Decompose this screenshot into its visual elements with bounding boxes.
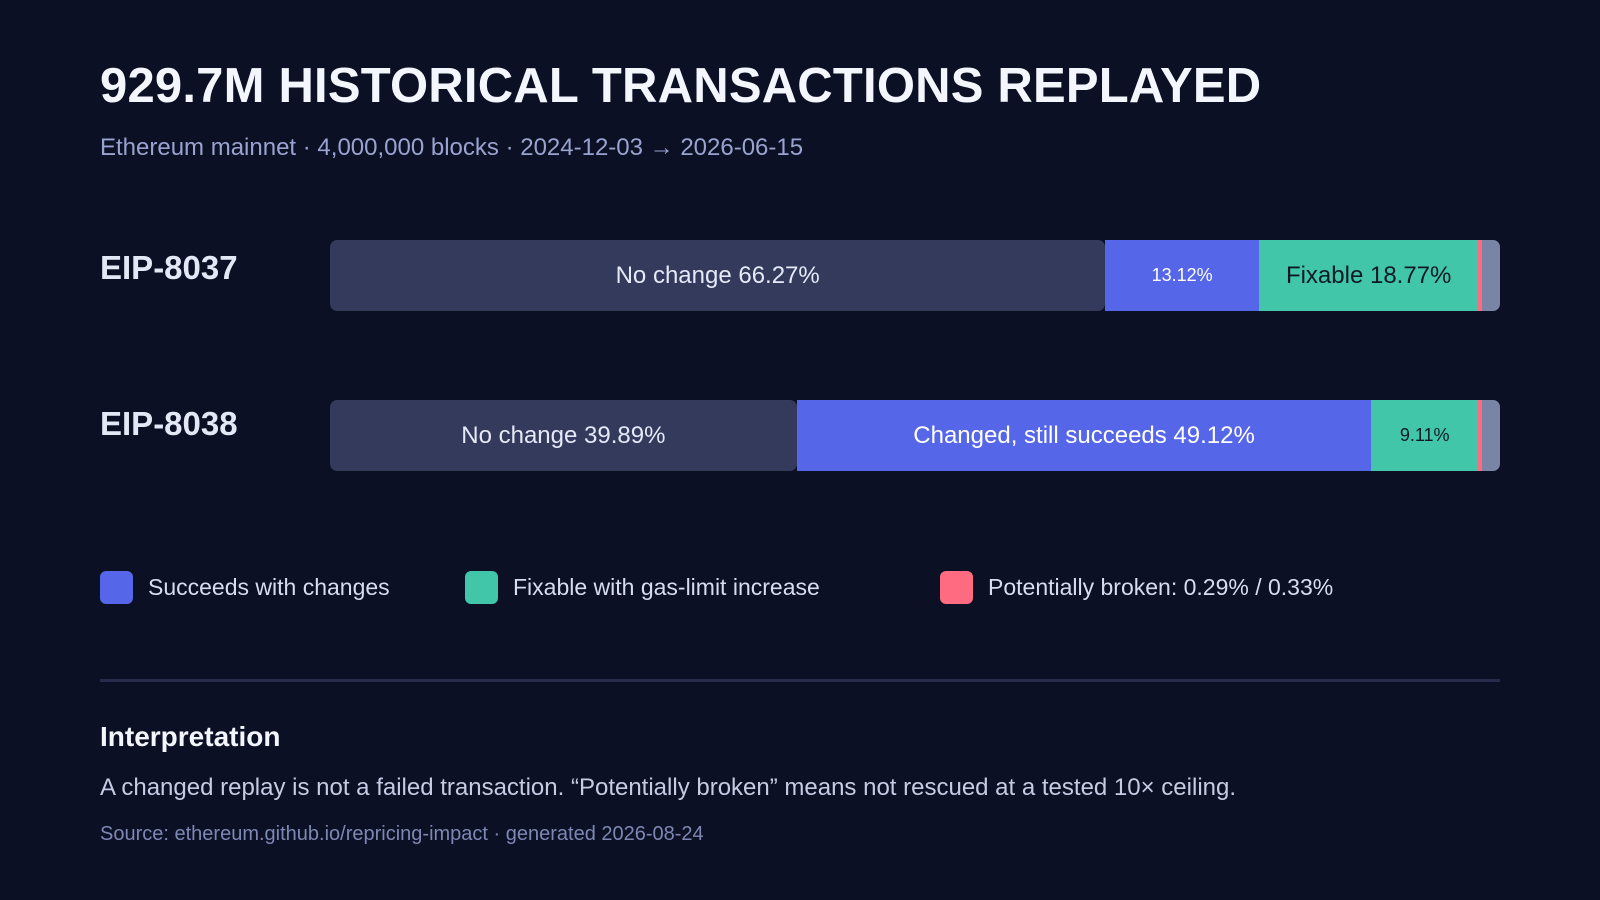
- legend-swatch-fixable: [465, 570, 498, 604]
- legend-item-succeeds: Succeeds with changes: [100, 570, 390, 604]
- bar-eip-8037: No change 66.27% 13.12% Fixable 18.77%: [330, 240, 1500, 311]
- bar-segment-label: No change 39.89%: [461, 421, 666, 449]
- bar-segment-potentially-broken-eip-8038: [1478, 400, 1482, 471]
- bar-segment-fixable-eip-8038: 9.11%: [1371, 400, 1478, 471]
- legend-swatch-succeeds: [100, 570, 133, 604]
- legend-item-fixable: Fixable with gas-limit increase: [465, 570, 820, 604]
- legend-label-broken: Potentially broken: 0.29% / 0.33%: [988, 573, 1334, 600]
- bar-segment-label: No change 66.27%: [615, 261, 820, 289]
- bar-segment-remainder-eip-8037: [1481, 240, 1500, 311]
- bar-segment-label: 13.12%: [1151, 265, 1213, 285]
- bar-segment-succeeds-with-changes-eip-8037: 13.12%: [1105, 240, 1259, 311]
- bar-segment-label: 9.11%: [1399, 425, 1450, 445]
- bar-segment-potentially-broken-eip-8037: [1478, 240, 1482, 311]
- row-label-eip-8038: EIP-8038: [100, 405, 238, 442]
- interpretation-heading: Interpretation: [100, 721, 281, 752]
- bar-segment-remainder-eip-8038: [1481, 400, 1500, 471]
- source-note: Source: ethereum.github.io/repricing-imp…: [100, 823, 704, 845]
- bar-eip-8038: No change 39.89% Changed, still succeeds …: [330, 400, 1500, 471]
- legend-label-fixable: Fixable with gas-limit increase: [513, 573, 820, 600]
- legend-swatch-broken: [940, 570, 973, 604]
- legend-item-broken: Potentially broken: 0.29% / 0.33%: [940, 570, 1333, 604]
- bar-segment-label: Fixable 18.77%: [1285, 261, 1452, 289]
- bar-segment-no-change-eip-8037: No change 66.27%: [330, 240, 1106, 311]
- legend-label-succeeds: Succeeds with changes: [148, 573, 390, 600]
- bar-segment-label: Changed, still succeeds 49.12%: [913, 421, 1255, 449]
- interpretation-body: A changed replay is not a failed transac…: [100, 774, 1237, 801]
- chart-title: 929.7M HISTORICAL TRANSACTIONS REPLAYED: [100, 59, 1262, 113]
- section-divider: [100, 679, 1500, 682]
- chart-subtitle: Ethereum mainnet · 4,000,000 blocks · 20…: [100, 134, 804, 161]
- bar-segment-no-change-eip-8038: No change 39.89%: [330, 400, 797, 471]
- bar-segment-succeeds-with-changes-eip-8038: Changed, still succeeds 49.12%: [796, 400, 1372, 471]
- row-label-eip-8037: EIP-8037: [100, 249, 238, 286]
- bar-segment-fixable-eip-8037: Fixable 18.77%: [1258, 240, 1479, 311]
